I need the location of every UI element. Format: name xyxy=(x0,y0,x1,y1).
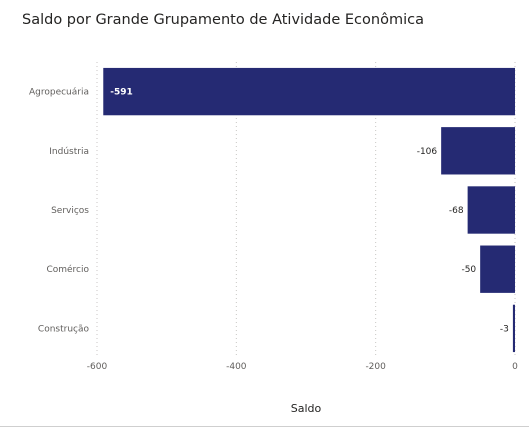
category-label-0: Agropecuária xyxy=(29,88,89,98)
data-label-1: -106 xyxy=(417,147,438,157)
bar-0 xyxy=(103,67,516,116)
data-label-2: -68 xyxy=(449,206,464,216)
bar-1 xyxy=(441,127,515,175)
category-label-1: Indústria xyxy=(49,147,89,157)
chart-title: Saldo por Grande Grupamento de Atividade… xyxy=(22,12,424,28)
x-tick-label-3: 0 xyxy=(512,362,518,372)
bars xyxy=(103,67,516,353)
category-label-4: Construção xyxy=(38,324,90,334)
bar-3 xyxy=(480,245,515,293)
data-label-0: -591 xyxy=(110,88,133,98)
bottom-divider xyxy=(0,426,529,427)
x-tick-label-1: -400 xyxy=(226,362,247,372)
x-tick-label-0: -600 xyxy=(87,362,108,372)
x-axis-title: Saldo xyxy=(291,402,322,415)
labels: -600 -400 -200 0 Agropecuária -591 Indústria -1… xyxy=(29,88,518,372)
category-label-2: Serviços xyxy=(51,206,89,216)
category-label-3: Comércio xyxy=(46,264,89,275)
data-label-3: -50 xyxy=(461,265,476,275)
x-tick-label-2: -200 xyxy=(365,362,386,372)
data-label-4: -3 xyxy=(500,324,509,334)
bar-4 xyxy=(512,304,515,353)
bar-2 xyxy=(467,186,515,234)
